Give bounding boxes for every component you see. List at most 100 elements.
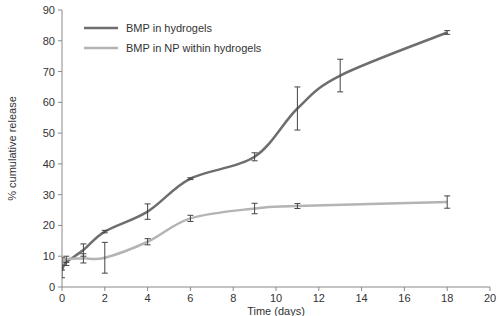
error-bar-cap [80, 253, 86, 254]
error-bar-cap [80, 262, 86, 263]
error-bar [294, 87, 300, 130]
error-bar-stem [297, 204, 298, 209]
y-tick-label: 10 [43, 250, 55, 262]
x-tick [62, 287, 63, 291]
error-bar-cap [252, 152, 258, 153]
error-bar-cap [145, 203, 151, 204]
error-bar [444, 31, 450, 35]
error-bar [187, 178, 193, 180]
error-bar [337, 59, 343, 92]
legend-label: BMP in hydrogels [126, 22, 213, 34]
x-tick [104, 287, 105, 291]
error-bar-cap [63, 256, 69, 257]
y-tick-label: 30 [43, 189, 55, 201]
error-bar-cap [62, 277, 65, 278]
error-bar-stem [447, 31, 448, 35]
x-tick [318, 287, 319, 291]
y-tick [58, 10, 62, 11]
x-tick [490, 287, 491, 291]
error-bar-stem [190, 215, 191, 221]
error-bar-cap [294, 86, 300, 87]
y-tick-label: 70 [43, 66, 55, 78]
legend: BMP in hydrogels BMP in NP within hydroge… [84, 22, 262, 54]
error-bar-stem [147, 239, 148, 245]
x-tick-label: 20 [484, 292, 496, 304]
error-bar-stem [83, 254, 84, 263]
error-bar [252, 203, 258, 213]
error-bar [102, 230, 108, 232]
x-tick [190, 287, 191, 291]
x-tick [361, 287, 362, 291]
error-bar-cap [252, 160, 258, 161]
error-bar-cap [294, 208, 300, 209]
error-bar-cap [80, 243, 86, 244]
error-bar-cap [294, 130, 300, 131]
error-bar-cap [63, 262, 69, 263]
error-bar-cap [102, 230, 108, 231]
x-tick [233, 287, 234, 291]
error-bar-cap [145, 219, 151, 220]
error-bar [62, 258, 65, 270]
y-tick [58, 225, 62, 226]
error-bar [187, 215, 193, 221]
y-tick-label: 60 [43, 96, 55, 108]
x-tick-label: 10 [270, 292, 282, 304]
y-tick [58, 71, 62, 72]
y-tick [58, 40, 62, 41]
y-tick-label: 90 [43, 4, 55, 16]
y-axis [62, 10, 63, 287]
error-bar [102, 242, 108, 273]
x-tick-label: 8 [230, 292, 236, 304]
x-tick [447, 287, 448, 291]
plot-area [62, 31, 450, 278]
series-line [62, 32, 447, 270]
y-tick-label: 40 [43, 158, 55, 170]
error-bar-cap [145, 244, 151, 245]
error-bar-stem [254, 153, 255, 161]
x-tick-label: 2 [102, 292, 108, 304]
x-tick-label: 14 [355, 292, 367, 304]
error-bar-stem [254, 203, 255, 213]
error-bar-stem [297, 87, 298, 130]
error-bar-stem [62, 258, 63, 270]
error-bar-cap [62, 270, 65, 271]
y-tick [58, 102, 62, 103]
x-tick-label: 18 [441, 292, 453, 304]
x-tick-label: 4 [145, 292, 151, 304]
x-tick-label: 12 [313, 292, 325, 304]
error-bar-stem [147, 204, 148, 219]
error-bar-cap [252, 213, 258, 214]
legend-label: BMP in NP within hydrogels [126, 42, 262, 54]
error-bar-stem [340, 59, 341, 92]
error-bar-cap [444, 34, 450, 35]
chart: 010203040506070809002468101214161820Time… [0, 0, 500, 316]
error-bar [63, 256, 69, 262]
x-tick [276, 287, 277, 291]
x-tick-label: 6 [187, 292, 193, 304]
y-tick [58, 194, 62, 195]
error-bar-stem [66, 256, 67, 262]
x-tick [147, 287, 148, 291]
error-bar [145, 239, 151, 245]
y-tick [58, 133, 62, 134]
y-tick-label: 0 [49, 281, 55, 293]
y-tick-label: 80 [43, 35, 55, 47]
error-bar-cap [294, 203, 300, 204]
error-bar-cap [187, 179, 193, 180]
error-bar [252, 153, 258, 161]
error-bar-cap [62, 257, 65, 258]
error-bar-stem [447, 196, 448, 208]
error-bar-cap [337, 59, 343, 60]
legend-swatch [84, 47, 118, 50]
y-tick [58, 287, 62, 288]
error-bar-cap [444, 195, 450, 196]
y-tick-label: 50 [43, 127, 55, 139]
error-bar-cap [187, 221, 193, 222]
error-bar-cap [145, 238, 151, 239]
error-bar-cap [444, 208, 450, 209]
error-bar-cap [102, 242, 108, 243]
x-tick-label: 16 [398, 292, 410, 304]
error-bar-cap [444, 30, 450, 31]
y-axis-title: % cumulative release [6, 96, 18, 201]
error-bar-cap [187, 177, 193, 178]
